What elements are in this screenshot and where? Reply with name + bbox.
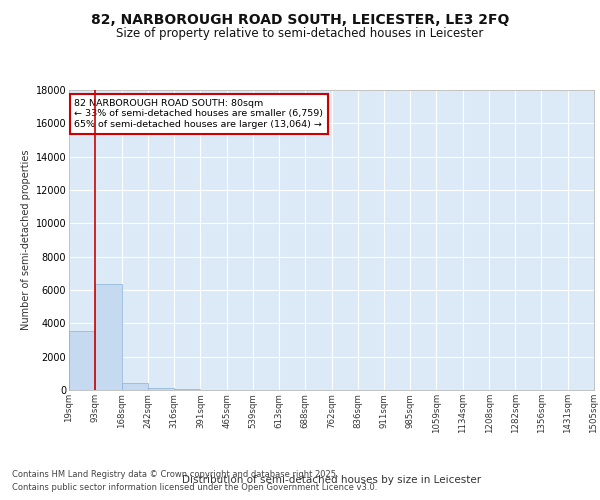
Text: Contains public sector information licensed under the Open Government Licence v3: Contains public sector information licen…: [12, 482, 377, 492]
Text: 82 NARBOROUGH ROAD SOUTH: 80sqm
← 33% of semi-detached houses are smaller (6,759: 82 NARBOROUGH ROAD SOUTH: 80sqm ← 33% of…: [74, 99, 323, 129]
Bar: [95, 284, 122, 390]
Text: Contains HM Land Registry data © Crown copyright and database right 2025.: Contains HM Land Registry data © Crown c…: [12, 470, 338, 479]
Text: 82, NARBOROUGH ROAD SOUTH, LEICESTER, LE3 2FQ: 82, NARBOROUGH ROAD SOUTH, LEICESTER, LE…: [91, 12, 509, 26]
Y-axis label: Number of semi-detached properties: Number of semi-detached properties: [22, 150, 31, 330]
Bar: [148, 388, 174, 390]
Text: Size of property relative to semi-detached houses in Leicester: Size of property relative to semi-detach…: [116, 28, 484, 40]
Bar: [69, 330, 95, 390]
Bar: [174, 389, 200, 390]
Bar: [122, 384, 148, 390]
X-axis label: Distribution of semi-detached houses by size in Leicester: Distribution of semi-detached houses by …: [182, 475, 481, 485]
